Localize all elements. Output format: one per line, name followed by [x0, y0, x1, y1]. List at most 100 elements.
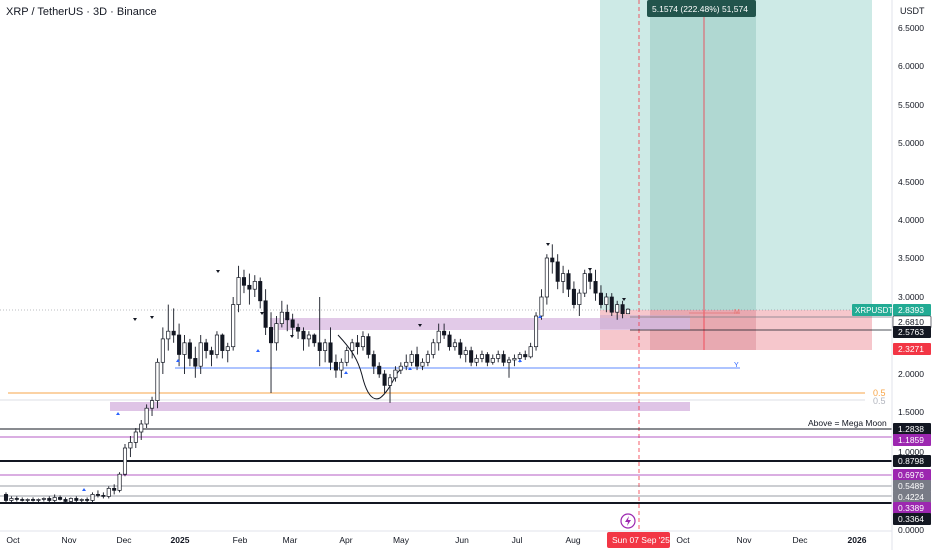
candle — [47, 496, 52, 503]
price-label-bg — [893, 304, 931, 316]
price-label-value: 2.8393 — [898, 305, 924, 315]
candle-body — [431, 342, 436, 355]
candle — [155, 358, 160, 409]
candle-body — [95, 494, 100, 496]
x-tick-label: Jun — [455, 535, 469, 545]
candle — [474, 354, 479, 367]
candle — [198, 335, 203, 374]
candle — [371, 350, 376, 374]
candle — [9, 496, 14, 503]
candle-body — [420, 361, 425, 367]
measure-tooltip-bg — [647, 0, 756, 17]
candle-body — [106, 487, 111, 497]
up-marker — [344, 371, 348, 374]
candle — [317, 297, 322, 367]
down-marker — [216, 270, 220, 273]
mega-moon-label: Above = Mega Moon — [808, 418, 887, 428]
candle-body — [63, 499, 68, 502]
candle-body — [550, 257, 555, 263]
candle-body — [555, 261, 560, 282]
candle-body — [409, 354, 414, 363]
candle-body — [344, 350, 349, 363]
candle-body — [285, 311, 290, 321]
price-label-value: 0.8798 — [898, 456, 924, 466]
candle — [20, 497, 25, 502]
candle-body — [122, 447, 128, 475]
y-tick-label: 5.0000 — [898, 138, 924, 148]
candle-body — [112, 487, 117, 491]
candle-body — [474, 358, 479, 363]
candle-body — [593, 281, 598, 294]
price-label-value: 1.1859 — [898, 435, 924, 445]
candle-body — [209, 350, 214, 355]
support-zone-2[interactable] — [110, 402, 690, 411]
candle — [561, 265, 566, 294]
candle-body — [166, 330, 171, 340]
candle — [290, 313, 295, 335]
candle — [425, 350, 430, 367]
candle-body — [274, 323, 279, 344]
candle-body — [387, 377, 393, 386]
price-label-bg — [893, 343, 931, 355]
price-label-bg — [893, 502, 931, 514]
down-marker — [150, 316, 154, 319]
candle — [523, 350, 528, 360]
candle — [366, 333, 371, 359]
candle-body — [528, 346, 533, 358]
candle-body — [566, 273, 571, 290]
y-tick-label: 6.0000 — [898, 61, 924, 71]
candle-body — [588, 273, 593, 282]
lightning-icon[interactable] — [620, 513, 636, 529]
candle — [442, 323, 447, 339]
x-tick-label: Nov — [61, 535, 77, 545]
candle — [479, 350, 484, 363]
candle — [171, 308, 176, 343]
candle-body — [231, 304, 236, 348]
candle — [247, 273, 252, 305]
price-label-value: 2.5763 — [898, 327, 924, 337]
price-label-bg — [893, 480, 931, 492]
candle — [328, 327, 333, 371]
candle — [496, 350, 501, 363]
candle-body — [139, 423, 144, 433]
down-marker — [546, 243, 550, 246]
x-tick-label: Dec — [792, 535, 808, 545]
support-zone-1[interactable] — [270, 318, 690, 330]
fib-label-1: 0.5 — [873, 388, 886, 398]
candle — [252, 275, 257, 297]
candle-body — [279, 311, 284, 324]
candle-body — [160, 338, 165, 363]
candle — [3, 492, 9, 503]
candle — [193, 346, 198, 378]
candle — [225, 342, 230, 363]
candle-body — [90, 494, 95, 501]
candle-body — [339, 361, 344, 371]
candle — [485, 352, 490, 367]
candle-body — [25, 499, 30, 501]
candle-body — [517, 354, 522, 359]
candle-body — [490, 358, 495, 363]
candle — [36, 498, 41, 503]
candle — [528, 342, 533, 359]
candle-body — [204, 342, 209, 351]
candle — [360, 331, 366, 351]
y-tick-label: 5.5000 — [898, 100, 924, 110]
cursor-date-label: Sun 07 Sep '25 — [612, 535, 670, 545]
candle-body — [187, 342, 192, 359]
candle — [52, 494, 57, 503]
candle-body — [79, 499, 84, 501]
chart-title: XRP / TetherUS · 3D · Binance — [6, 6, 157, 18]
candle-body — [312, 334, 317, 344]
candle-body — [571, 288, 576, 305]
candle-body — [258, 281, 263, 302]
x-tick-label: Nov — [736, 535, 752, 545]
candle — [274, 316, 279, 351]
candle-body — [74, 498, 79, 501]
candle-body — [458, 342, 463, 355]
candle-body — [485, 354, 490, 363]
y-tick-label: 0.0000 — [898, 525, 924, 535]
candle-body — [214, 334, 219, 355]
candle — [620, 300, 625, 319]
measure-tooltip-text: 5.1574 (222.48%) 51,574 — [652, 4, 748, 14]
